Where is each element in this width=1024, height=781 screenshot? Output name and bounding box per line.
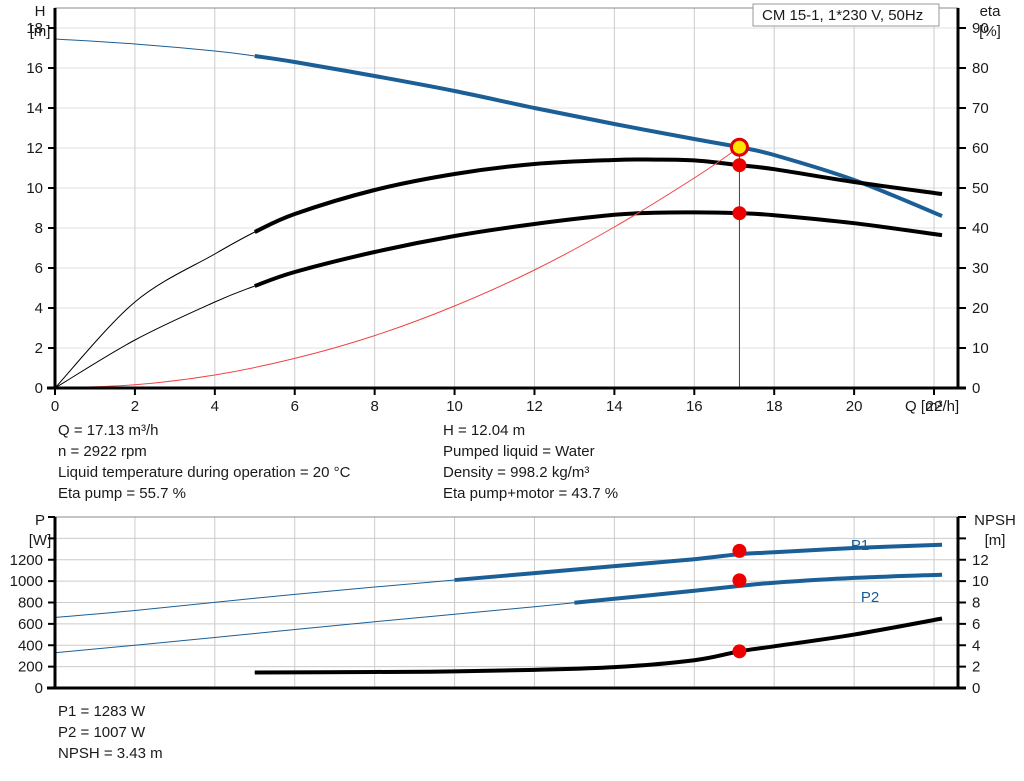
svg-text:8: 8 — [35, 220, 43, 237]
svg-text:18: 18 — [26, 20, 43, 37]
svg-text:70: 70 — [972, 100, 989, 117]
svg-text:4: 4 — [35, 300, 43, 317]
info-p2: P2 = 1007 W — [58, 724, 146, 741]
svg-text:50: 50 — [972, 180, 989, 197]
y-right-axis-unit: [%] — [979, 23, 1001, 40]
info-top-left-column: Q = 17.13 m³/h n = 2922 rpm Liquid tempe… — [58, 420, 443, 504]
npsh-point — [732, 644, 747, 659]
duty-point — [729, 137, 749, 157]
info-npsh: NPSH = 3.43 m — [58, 745, 163, 762]
p2-curve-label: P2 — [861, 589, 879, 606]
svg-text:600: 600 — [18, 616, 43, 633]
svg-text:80: 80 — [972, 60, 989, 77]
npsh-axis-unit: [m] — [985, 532, 1006, 549]
svg-text:10: 10 — [26, 180, 43, 197]
p1-curve-label: P1 — [851, 537, 869, 554]
svg-text:16: 16 — [686, 398, 703, 415]
svg-text:10: 10 — [972, 340, 989, 357]
svg-text:400: 400 — [18, 637, 43, 654]
svg-text:800: 800 — [18, 595, 43, 612]
info-n: n = 2922 rpm — [58, 443, 147, 460]
power-npsh-chart: 0 200 400 600 800 1000 1200 0 2 4 6 8 10 12 P [W] NPSH [m… — [0, 505, 1024, 705]
svg-text:200: 200 — [18, 659, 43, 676]
curve-npsh — [254, 616, 943, 675]
info-p1: P1 = 1283 W — [58, 703, 146, 720]
svg-text:1200: 1200 — [10, 552, 43, 569]
info-top-right-column: H = 12.04 m Pumped liquid = Water Densit… — [443, 420, 618, 504]
svg-text:10: 10 — [972, 573, 989, 590]
y-left-axis-unit: [m] — [30, 23, 51, 40]
svg-text:0: 0 — [972, 680, 980, 697]
svg-text:12: 12 — [526, 398, 543, 415]
svg-text:4: 4 — [972, 637, 980, 654]
svg-text:22: 22 — [926, 398, 943, 415]
svg-text:6: 6 — [291, 398, 299, 415]
p2-point — [732, 573, 747, 588]
head-eta-chart-svg: 0 2 4 6 8 10 12 14 16 18 0 10 20 30 40 50 60 70 80 90 0 2 4 6 8 1… — [26, 3, 1002, 415]
curve-thin-h-head- — [54, 38, 943, 217]
curve-thin-eta-pump-motor — [54, 211, 943, 389]
curve-eta-pump — [253, 157, 943, 234]
svg-text:2: 2 — [131, 398, 139, 415]
eta-pump-motor-point — [732, 206, 747, 221]
svg-text:8: 8 — [972, 595, 980, 612]
p-axis-title: P — [35, 512, 45, 529]
info-density: Density = 998.2 kg/m³ — [443, 464, 590, 481]
svg-text:0: 0 — [35, 380, 43, 397]
svg-text:0: 0 — [51, 398, 59, 415]
svg-text:6: 6 — [972, 616, 980, 633]
svg-text:2: 2 — [35, 340, 43, 357]
svg-text:8: 8 — [370, 398, 378, 415]
info-eta-pump-motor: Eta pump+motor = 43.7 % — [443, 485, 619, 502]
p1-point — [732, 543, 747, 558]
duty-point-info-top: Q = 17.13 m³/h n = 2922 rpm Liquid tempe… — [58, 420, 958, 504]
curve-h-head- — [254, 54, 943, 218]
curve-thin-eta-pump — [54, 159, 943, 389]
svg-text:16: 16 — [26, 60, 43, 77]
y-right-axis-title: eta — [980, 3, 1002, 20]
eta-pump-point — [732, 158, 747, 173]
svg-text:10: 10 — [446, 398, 463, 415]
title-box-label: CM 15-1, 1*230 V, 50Hz — [762, 7, 923, 24]
svg-text:14: 14 — [606, 398, 623, 415]
power-npsh-chart-svg: 0 200 400 600 800 1000 1200 0 2 4 6 8 10 12 P [W] NPSH [m… — [10, 512, 1016, 697]
info-temp: Liquid temperature during operation = 20… — [58, 464, 351, 481]
info-liquid: Pumped liquid = Water — [443, 443, 595, 460]
svg-text:18: 18 — [766, 398, 783, 415]
head-eta-chart: 0 2 4 6 8 10 12 14 16 18 0 10 20 30 40 50 60 70 80 90 0 2 4 6 8 1… — [26, 3, 1002, 415]
curve-p1 — [454, 542, 943, 583]
svg-text:40: 40 — [972, 220, 989, 237]
svg-text:12: 12 — [26, 140, 43, 157]
p-axis-unit: [W] — [29, 532, 52, 549]
svg-text:4: 4 — [211, 398, 219, 415]
svg-text:1000: 1000 — [10, 573, 43, 590]
curve-eta-pump-motor — [254, 210, 943, 288]
info-q: Q = 17.13 m³/h — [58, 422, 159, 439]
svg-text:12: 12 — [972, 552, 989, 569]
svg-text:6: 6 — [35, 260, 43, 277]
x-axis-title: Q [m³/h] — [905, 398, 959, 415]
svg-text:90: 90 — [972, 20, 989, 37]
svg-text:60: 60 — [972, 140, 989, 157]
svg-text:0: 0 — [972, 380, 980, 397]
svg-text:20: 20 — [972, 300, 989, 317]
npsh-axis-title: NPSH — [974, 512, 1016, 529]
svg-text:30: 30 — [972, 260, 989, 277]
info-h: H = 12.04 m — [443, 422, 526, 439]
curve-p2 — [574, 572, 943, 605]
system-curve — [54, 146, 740, 389]
svg-text:0: 0 — [35, 680, 43, 697]
y-left-axis-title: H — [35, 3, 46, 20]
duty-point-info-bottom: P1 = 1283 W P2 = 1007 W NPSH = 3.43 m — [58, 701, 163, 764]
svg-text:2: 2 — [972, 659, 980, 676]
svg-text:14: 14 — [26, 100, 43, 117]
title-box — [752, 3, 940, 27]
info-eta-pump: Eta pump = 55.7 % — [58, 485, 186, 502]
svg-text:20: 20 — [846, 398, 863, 415]
